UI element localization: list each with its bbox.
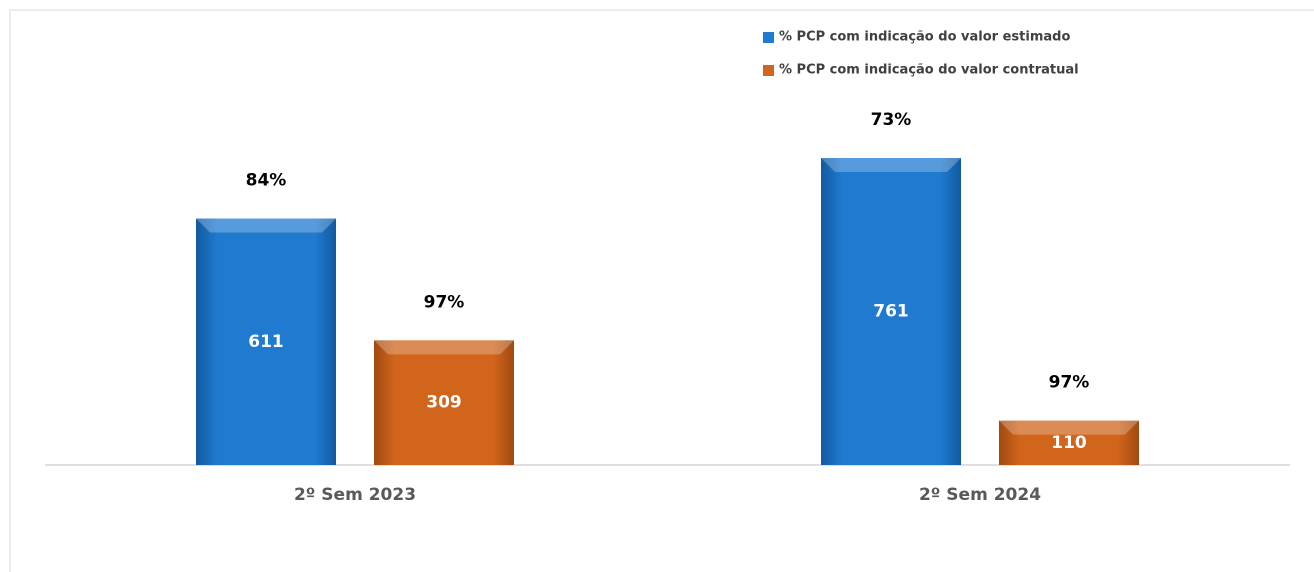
legend-label: % PCP com indicação do valor estimado [779, 30, 1070, 45]
percent-label: 97% [424, 292, 465, 312]
bar [821, 158, 961, 465]
bar [374, 340, 514, 465]
bar [999, 420, 1139, 465]
x-tick-label: 2º Sem 2023 [294, 485, 416, 505]
value-label: 110 [1051, 433, 1087, 453]
legend-swatch [763, 65, 774, 76]
legend-swatch [763, 32, 774, 43]
percent-label: 84% [246, 171, 287, 191]
bar-bevel [196, 218, 336, 233]
percent-label: 97% [1049, 373, 1090, 393]
x-tick-label: 2º Sem 2024 [919, 485, 1041, 505]
bar-bevel [821, 158, 961, 172]
bar-bevel [374, 340, 514, 355]
chart-border [9, 9, 1314, 572]
value-label: 309 [426, 393, 462, 413]
value-label: 761 [873, 302, 909, 322]
value-label: 611 [248, 332, 284, 352]
legend-label: % PCP com indicação do valor contratual [779, 63, 1079, 78]
bar-bevel [999, 420, 1139, 435]
percent-label: 73% [871, 110, 912, 130]
bar [196, 218, 336, 465]
